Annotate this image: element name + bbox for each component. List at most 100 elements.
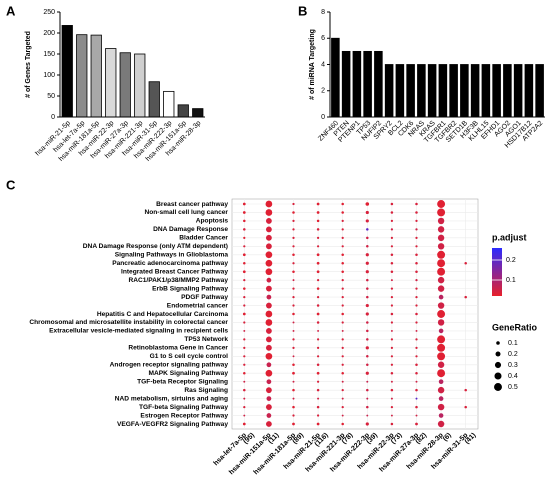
row-label: Androgen receptor signaling pathway: [110, 362, 229, 369]
dot: [266, 413, 272, 418]
bar: [513, 64, 523, 118]
dot: [464, 388, 467, 392]
dot: [316, 346, 320, 349]
dot: [366, 338, 369, 341]
dot: [415, 414, 418, 417]
dot: [415, 371, 418, 375]
bar: [460, 64, 469, 118]
dot: [415, 236, 418, 239]
dot: [415, 270, 418, 273]
bar: [470, 64, 480, 118]
dot: [437, 369, 446, 378]
row-label: DNA Damage Response: [153, 226, 228, 233]
dot: [341, 279, 344, 282]
dot: [317, 397, 320, 400]
dot: [243, 321, 246, 324]
dot: [341, 236, 344, 239]
dot: [243, 245, 246, 248]
dot: [390, 346, 394, 349]
dot: [415, 397, 418, 400]
y-axis-label: # of miRNA Targeting: [309, 29, 316, 100]
dot: [415, 422, 418, 426]
dot: [415, 261, 418, 265]
dot: [437, 276, 445, 284]
dot: [265, 319, 273, 326]
dot: [341, 355, 344, 358]
row-label: Retinoblastoma Gene in Cancer: [128, 345, 228, 352]
size-legend-dot: [494, 383, 502, 391]
dot: [365, 202, 370, 206]
dot: [316, 295, 320, 299]
dot: [366, 287, 369, 290]
dot: [464, 295, 467, 299]
bar: [395, 64, 405, 118]
row-label: G1 to S cell cycle control: [150, 353, 229, 360]
dot: [292, 363, 295, 367]
dot: [366, 236, 369, 240]
y-tick-label: 6: [321, 35, 325, 42]
bar: [192, 108, 204, 118]
row-label: DNA Damage Response (only ATM dependent): [83, 243, 228, 250]
dot: [243, 405, 246, 409]
dot: [242, 202, 246, 206]
dot: [292, 329, 295, 332]
dot: [292, 287, 295, 290]
dot: [366, 388, 369, 392]
dot: [415, 329, 418, 332]
dot: [266, 396, 272, 401]
dot: [437, 250, 446, 259]
dot: [265, 302, 272, 309]
row-label: TGF-beta Receptor Signaling: [137, 378, 228, 385]
dot: [243, 236, 246, 239]
dot: [266, 379, 272, 385]
dot: [366, 228, 369, 231]
dot: [437, 217, 445, 225]
dot: [366, 329, 369, 333]
dot: [292, 279, 295, 282]
dot: [265, 209, 273, 216]
dot: [316, 245, 320, 248]
dot: [437, 386, 445, 394]
dot: [292, 270, 295, 273]
dot: [316, 321, 320, 324]
dot: [316, 202, 320, 206]
dot: [292, 371, 295, 375]
dot: [242, 211, 246, 214]
dot: [316, 228, 320, 231]
bar: [374, 50, 383, 118]
bar: [90, 34, 102, 118]
dot: [365, 210, 369, 215]
y-tick-label: 200: [43, 30, 55, 37]
y-tick-label: 2: [321, 88, 325, 95]
dot: [415, 287, 418, 290]
dot: [292, 346, 295, 349]
row-label: Hepatitis C and Hepatocellular Carcinoma: [97, 311, 229, 318]
dot: [316, 405, 320, 409]
dot: [316, 304, 320, 307]
dot: [437, 259, 446, 268]
dot: [390, 219, 394, 223]
dot: [266, 362, 272, 368]
panel-label: C: [6, 177, 16, 192]
dot: [365, 270, 369, 274]
bar: [331, 37, 340, 118]
dot: [437, 234, 445, 242]
dot: [292, 245, 295, 248]
dot: [438, 413, 444, 418]
dot: [243, 363, 246, 366]
dot: [390, 422, 394, 426]
dot: [292, 355, 295, 358]
color-legend-title: p.adjust: [492, 232, 527, 242]
dot: [316, 287, 320, 290]
dot: [265, 218, 272, 224]
dot: [265, 421, 272, 427]
dot: [390, 211, 394, 214]
dot: [292, 262, 295, 265]
dot: [243, 304, 246, 307]
dot: [341, 346, 344, 349]
dot: [292, 380, 295, 383]
dot: [341, 405, 344, 409]
dot: [365, 312, 369, 316]
dot: [415, 202, 418, 206]
bar: [163, 90, 175, 118]
